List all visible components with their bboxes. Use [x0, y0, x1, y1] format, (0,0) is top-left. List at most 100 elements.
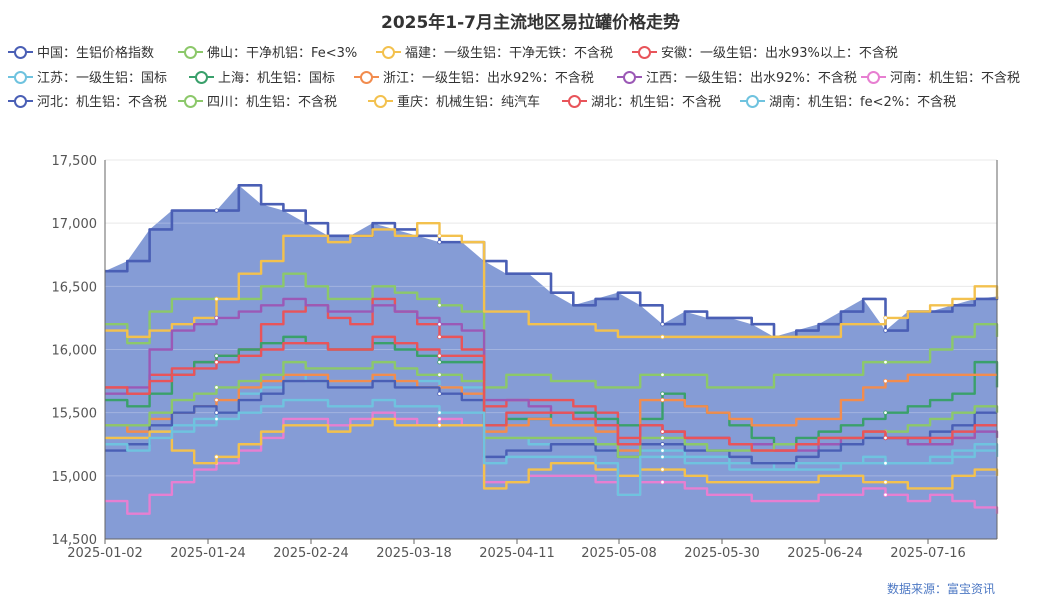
legend-item[interactable]: 江西：一级生铝：出水92%：不含税 [617, 67, 857, 86]
series-point-11 [883, 479, 888, 485]
legend-marker-icon [178, 94, 203, 108]
y-tick-label: 17,000 [52, 217, 98, 232]
legend-item[interactable]: 安徽：一级生铝：出水93%以上：不含税 [632, 42, 898, 61]
legend-item[interactable]: 上海：机生铝：国标 [189, 67, 335, 86]
series-line-12 [105, 335, 997, 452]
series-point-9 [214, 410, 219, 415]
series-point-0 [883, 328, 888, 333]
series-point-13 [437, 410, 442, 415]
legend-marker-icon [8, 94, 33, 108]
y-tick-label: 15,500 [52, 407, 98, 422]
series-point-10 [437, 372, 442, 377]
series-point-7 [437, 322, 442, 327]
series-point-2 [214, 296, 219, 302]
legend-item[interactable]: 佛山：干净机铝：Fe<3% [178, 42, 357, 61]
series-point-8 [883, 492, 888, 497]
legend-marker-icon [376, 45, 401, 59]
legend-item[interactable]: 福建：一级生铝：干净无铁：不含税 [376, 42, 613, 61]
series-point-9 [660, 442, 665, 447]
y-tick-label: 16,500 [52, 280, 98, 295]
y-tick-label: 17,500 [52, 154, 98, 169]
series-point-10 [660, 435, 665, 441]
legend-marker-icon [740, 94, 765, 108]
legend-label: 四川：机生铝：不含税 [207, 95, 338, 110]
legend-label: 江西：一级生铝：出水92%：不含税 [646, 71, 857, 86]
legend-label: 重庆：机械生铝：纯汽车 [397, 95, 541, 110]
x-tick-label: 2025-05-30 [684, 546, 760, 561]
legend-label: 安徽：一级生铝：出水93%以上：不含税 [661, 46, 898, 61]
series-point-11 [214, 454, 219, 460]
series-point-10 [214, 385, 219, 390]
series-point-2 [660, 334, 665, 340]
series-point-11 [660, 467, 665, 472]
legend-item[interactable]: 河南：机生铝：不含税 [861, 67, 1020, 86]
legend-marker-icon [8, 70, 33, 84]
series-point-6 [660, 397, 665, 403]
legend-item[interactable]: 江苏：一级生铝：国标 [8, 67, 167, 86]
legend-label: 福建：一级生铝：干净无铁：不含税 [405, 46, 614, 61]
series-point-13 [660, 454, 665, 460]
series-point-6 [883, 378, 888, 384]
legend-label: 浙江：一级生铝：出水92%：不含税 [383, 71, 594, 86]
series-line-11 [105, 417, 999, 490]
series-point-0 [660, 322, 665, 327]
series-point-2 [883, 315, 888, 321]
y-tick-label: 15,000 [52, 470, 98, 485]
series-point-6 [214, 397, 219, 403]
legend-label: 佛山：干净机铝：Fe<3% [207, 46, 358, 61]
x-tick-label: 2025-06-24 [787, 546, 863, 561]
y-tick-label: 14,500 [52, 533, 98, 548]
legend-marker-icon [632, 45, 657, 59]
series-line-9 [105, 379, 997, 465]
series-line-6 [105, 373, 997, 452]
legend-marker-icon [354, 70, 379, 84]
legend-label: 湖北：机生铝：不含税 [591, 95, 722, 110]
series-line-2 [105, 221, 999, 339]
legend-marker-icon [189, 70, 214, 84]
series-point-5 [883, 410, 888, 415]
legend-marker-icon [178, 45, 203, 59]
series-point-3 [437, 334, 442, 340]
legend-item[interactable]: 河北：机生铝：不含税 [8, 91, 167, 110]
series-point-1 [660, 372, 665, 377]
series-point-11 [437, 423, 442, 428]
series-point-12 [660, 429, 665, 434]
series-point-2 [437, 233, 442, 238]
x-tick-label: 2025-02-24 [273, 546, 349, 561]
series-point-1 [437, 303, 442, 308]
series-line-0 [105, 183, 999, 339]
legend-marker-icon [617, 70, 642, 84]
series-point-4 [660, 448, 665, 453]
legend-item[interactable]: 湖南：机生铝：fe<2%：不含税 [740, 91, 956, 110]
series-point-5 [660, 391, 665, 396]
legend-label: 江苏：一级生铝：国标 [37, 71, 168, 86]
series-point-1 [883, 359, 888, 365]
legend-item[interactable]: 中国：生铝价格指数 [8, 42, 154, 61]
y-tick-label: 16,000 [52, 344, 98, 359]
series-point-13 [883, 461, 888, 466]
series-point-0 [214, 208, 219, 213]
chart-title: 2025年1-7月主流地区易拉罐价格走势 [380, 13, 681, 33]
series-point-13 [214, 416, 219, 422]
series-point-5 [214, 353, 219, 359]
series-point-12 [883, 435, 888, 441]
series-line-1 [105, 272, 999, 389]
x-tick-label: 2025-04-11 [479, 546, 555, 561]
series-point-8 [437, 416, 442, 422]
series-point-0 [437, 239, 442, 245]
series-point-12 [214, 359, 219, 365]
legend-label: 河南：机生铝：不含税 [890, 71, 1021, 86]
series-line-13 [105, 398, 999, 496]
legend-label: 河北：机生铝：不含税 [37, 95, 168, 110]
legend-label: 上海：机生铝：国标 [218, 71, 336, 86]
series-point-9 [437, 391, 442, 396]
series-point-5 [437, 359, 442, 365]
legend-item[interactable]: 浙江：一级生铝：出水92%：不含税 [354, 67, 594, 86]
legend-item[interactable]: 湖北：机生铝：不含税 [562, 91, 721, 110]
legend-marker-icon [861, 70, 886, 84]
legend-item[interactable]: 四川：机生铝：不含税 [178, 91, 337, 110]
legend-item[interactable]: 重庆：机械生铝：纯汽车 [368, 91, 540, 110]
source-note: 数据来源：富宝资讯 [886, 582, 995, 596]
x-tick-label: 2025-07-16 [890, 546, 966, 561]
